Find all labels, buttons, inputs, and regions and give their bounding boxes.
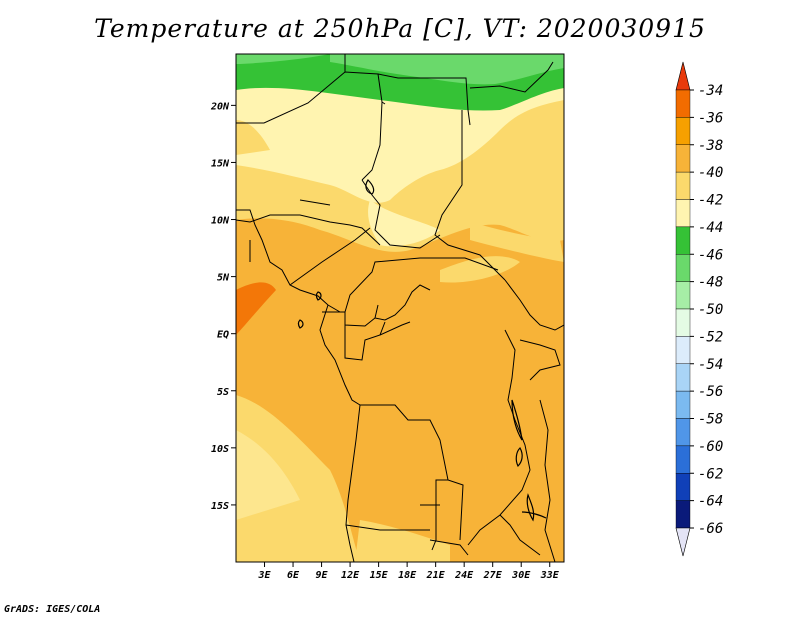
colorbar-label: -42 bbox=[698, 193, 723, 209]
colorbar-box bbox=[675, 254, 691, 282]
x-tick-label: 24E bbox=[454, 570, 474, 581]
colorbar-label: -54 bbox=[698, 357, 723, 373]
y-tick-label: 15N bbox=[211, 158, 230, 169]
colorbar-box bbox=[675, 308, 691, 337]
y-tick-label: 15S bbox=[211, 501, 229, 512]
colorbar-box bbox=[675, 89, 691, 118]
colorbar-box bbox=[675, 390, 691, 419]
colorbar-box bbox=[675, 418, 691, 447]
colorbar-label: -34 bbox=[698, 83, 723, 99]
colorbar-box bbox=[675, 281, 691, 310]
y-tick-label: 10N bbox=[211, 216, 230, 227]
colorbar-label: -64 bbox=[698, 494, 723, 510]
colorbar-label: -66 bbox=[698, 521, 723, 537]
colorbar-label: -56 bbox=[698, 384, 723, 400]
colorbar-bottom-arrow bbox=[675, 527, 691, 557]
y-tick-label: 10S bbox=[211, 444, 229, 455]
x-axis: 3E 6E 9E 12E 15E 18E 21E 24E 27E 30E 33E bbox=[257, 562, 560, 581]
x-tick-label: 9E bbox=[316, 570, 329, 581]
y-tick-label: 5S bbox=[217, 387, 229, 398]
x-tick-label: 6E bbox=[287, 570, 300, 581]
x-tick-label: 18E bbox=[398, 570, 417, 581]
x-tick-label: 12E bbox=[341, 570, 360, 581]
colorbar-top-arrow bbox=[675, 61, 691, 91]
map-frame bbox=[235, 53, 565, 563]
temperature-field bbox=[236, 54, 564, 562]
x-tick-label: 21E bbox=[426, 570, 446, 581]
colorbar-label: -58 bbox=[698, 412, 723, 428]
y-axis: 20N 15N 10N 5N EQ 5S 10S 15S bbox=[210, 101, 236, 512]
colorbar-box bbox=[675, 144, 691, 173]
colorbar-label: -62 bbox=[698, 466, 723, 482]
colorbar-label: -40 bbox=[698, 165, 723, 181]
x-tick-label: 27E bbox=[483, 570, 503, 581]
lakes bbox=[297, 179, 547, 522]
colorbar-label: -48 bbox=[698, 275, 723, 291]
colorbar-box bbox=[675, 445, 691, 474]
colorbar-box bbox=[675, 336, 691, 364]
colorbar-label: -38 bbox=[698, 138, 723, 154]
colorbar-box bbox=[675, 171, 691, 200]
y-tick-label: 20N bbox=[210, 101, 230, 112]
colorbar-label: -44 bbox=[698, 220, 723, 236]
colorbar-label: -60 bbox=[698, 439, 723, 455]
x-tick-label: 30E bbox=[511, 570, 531, 581]
colorbar-label: -50 bbox=[698, 302, 723, 318]
chart-title: Temperature at 250hPa [C], VT: 202003091… bbox=[94, 14, 706, 43]
x-tick-label: 33E bbox=[540, 570, 560, 581]
y-tick-label: EQ bbox=[217, 330, 229, 341]
colorbar-box bbox=[675, 117, 691, 145]
footer-credit: GrADS: IGES/COLA bbox=[4, 604, 101, 615]
x-tick-label: 15E bbox=[370, 570, 389, 581]
colorbar-box bbox=[675, 199, 691, 228]
colorbar: -34 -36 -38 -40 -42 -44 -46 -48 -50 -52 -54 -56 -58 -… bbox=[675, 61, 723, 557]
x-tick-label: 3E bbox=[257, 570, 271, 581]
colorbar-box bbox=[675, 473, 691, 501]
colorbar-box bbox=[675, 363, 691, 392]
colorbar-box bbox=[675, 226, 691, 255]
colorbar-label: -52 bbox=[698, 329, 723, 345]
colorbar-label: -36 bbox=[698, 110, 723, 126]
y-tick-label: 5N bbox=[217, 273, 230, 284]
country-borders bbox=[236, 54, 564, 562]
colorbar-label: -46 bbox=[698, 247, 723, 263]
colorbar-box bbox=[675, 500, 691, 529]
